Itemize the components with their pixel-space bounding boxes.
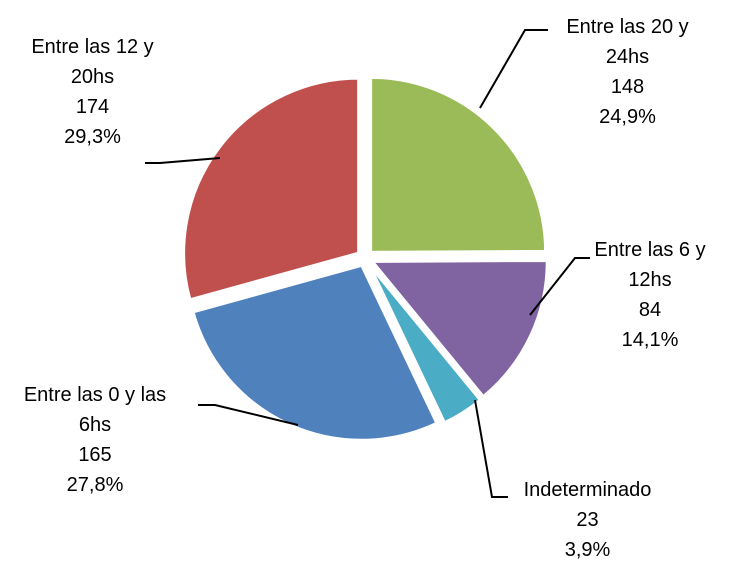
label-value: 23 <box>576 509 599 531</box>
label-category: Entre las 6 y 12hs <box>594 239 706 291</box>
label-value: 165 <box>78 444 112 466</box>
label-percent: 29,3% <box>64 126 121 148</box>
label-category: Entre las 12 y 20hs <box>31 36 154 88</box>
pie-slice <box>369 258 549 399</box>
data-label: Entre las 12 y 20hs 174 29,3% <box>20 32 165 152</box>
leader-line <box>198 404 299 426</box>
label-value: 174 <box>75 96 110 118</box>
pie-slice <box>367 263 483 425</box>
pie-slice <box>191 263 439 442</box>
leader-line <box>479 29 548 109</box>
data-label: Entre las 0 y las 6hs 165 27,8% <box>5 380 185 500</box>
label-category: Indeterminado <box>523 479 652 501</box>
label-percent: 24,9% <box>599 106 656 128</box>
label-percent: 27,8% <box>66 474 124 496</box>
pie-slice <box>369 75 548 254</box>
leader-line <box>474 399 508 498</box>
leader-line <box>145 157 221 164</box>
label-percent: 3,9% <box>564 539 611 561</box>
label-value: 84 <box>638 299 662 321</box>
label-category: Entre las 0 y las 6hs <box>23 384 167 436</box>
data-label: Entre las 6 y 12hs 84 14,1% <box>580 235 720 355</box>
label-value: 148 <box>610 76 645 98</box>
data-label: Entre las 20 y 24hs 148 24,9% <box>555 12 700 132</box>
data-label: Indeterminado 23 3,9% <box>505 475 670 565</box>
pie-slice <box>182 76 361 302</box>
label-percent: 14,1% <box>621 329 679 351</box>
leader-line <box>529 257 590 316</box>
label-category: Entre las 20 y 24hs <box>566 16 689 68</box>
